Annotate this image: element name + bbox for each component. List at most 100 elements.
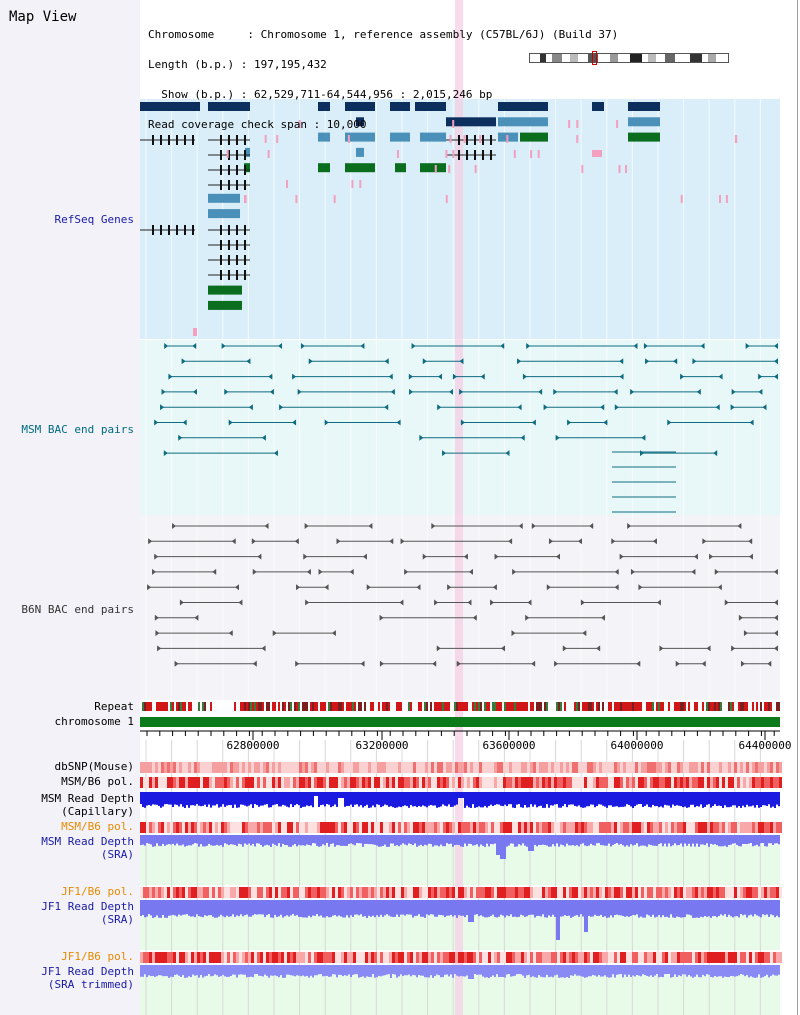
jf1-b6-pol2-heat-cell [182, 952, 185, 963]
msm-b6-pol2-heat-cell [617, 822, 620, 833]
dbsnp-heat-cell [254, 762, 257, 773]
repeat-segment [634, 702, 636, 711]
repeat-segment [352, 702, 354, 711]
jf1-sra-depth-bar [286, 900, 288, 916]
jf1-b6-pol2-heat-cell [353, 952, 356, 963]
track-label-refseq-genes[interactable]: RefSeq Genes [54, 213, 134, 226]
jf1-sra-depth-bar [354, 900, 356, 915]
jf1-trimmed-depth-bar [280, 965, 282, 976]
repeat-segment [492, 702, 494, 711]
repeat-segment [366, 702, 368, 711]
msm-capillary-depth-bar [410, 792, 412, 805]
jf1-b6-pol2-heat-cell [752, 952, 755, 963]
msm-b6-pol2-heat-cell [386, 822, 389, 833]
msm-capillary-depth-bar [214, 792, 216, 806]
dbsnp-heat-cell [404, 762, 407, 773]
jf1-trimmed-depth-bar [558, 965, 560, 978]
pink-mark [298, 120, 301, 128]
msm-sra-depth-bar [596, 835, 598, 844]
track-label-msm-b6-pol-2[interactable]: MSM/B6 pol. [61, 820, 134, 833]
b6n-bac-pair-end [400, 538, 405, 545]
track-label-jf1-depth-sra[interactable]: JF1 Read Depth [41, 900, 134, 913]
track-label-msm-depth-cap[interactable]: MSM Read Depth [41, 792, 134, 805]
track-label-dbsnp[interactable]: dbSNP(Mouse) [54, 760, 134, 773]
track-label-repeat[interactable]: Repeat [94, 700, 134, 713]
track-label-chromosome[interactable]: chromosome 1 [54, 715, 134, 728]
b6n-bac-pair-end [512, 568, 517, 575]
repeat-segment [160, 702, 162, 711]
track-label-jf1-b6-pol-1[interactable]: JF1/B6 pol. [61, 885, 134, 898]
msm-bac-pair-end [246, 358, 251, 365]
track-label-jf1-depth-trimmed[interactable]: JF1 Read Depth [41, 965, 134, 978]
repeat-segment [304, 702, 306, 711]
msm-sra-depth-bar [772, 835, 774, 846]
track-label-jf1-b6-pol-2[interactable]: JF1/B6 pol. [61, 950, 134, 963]
repeat-segment [380, 702, 382, 711]
chromosome-ideogram[interactable] [529, 53, 729, 63]
b6n-bac-pair-end [546, 584, 551, 591]
msm-sra-depth-bar [512, 835, 514, 844]
chromosome-bar [140, 717, 780, 727]
jf1-sra-depth-bar [398, 900, 400, 917]
repeat-segment [482, 702, 484, 711]
jf1-b6-pol2-heat-cell [311, 952, 314, 963]
jf1-trimmed-depth-bar [474, 965, 476, 975]
jf1-sra-depth-bar [514, 900, 516, 917]
dbsnp-heat-cell [542, 762, 545, 773]
ideogram-position-marker[interactable] [592, 51, 597, 65]
msm-capillary-depth-bar [574, 792, 576, 806]
repeat-segment [240, 702, 242, 711]
msm-sra-depth-bar [656, 835, 658, 846]
gene-exon [168, 135, 170, 145]
msm-b6-pol2-heat-cell [446, 822, 449, 833]
gene-exon [244, 270, 246, 280]
msm-capillary-depth-bar [748, 792, 750, 807]
pink-mark [193, 328, 197, 336]
gene-block [140, 102, 200, 111]
jf1-trimmed-depth-bar [758, 965, 760, 975]
repeat-segment [742, 702, 744, 711]
pink-mark [618, 165, 621, 173]
track-label-msm-depth-sra[interactable]: MSM Read Depth [41, 835, 134, 848]
msm-capillary-depth-bar [776, 792, 778, 805]
msm-capillary-depth-bar [506, 792, 508, 807]
msm-sra-depth-bar [602, 835, 604, 846]
jf1-sra-depth-bar [622, 900, 624, 916]
msm-b6-pol-heat-cell [470, 777, 473, 788]
track-label-msm-bac[interactable]: MSM BAC end pairs [21, 423, 134, 436]
track-label-msm-b6-pol-1[interactable]: MSM/B6 pol. [61, 775, 134, 788]
jf1-trimmed-depth-bar [560, 965, 562, 978]
jf1-trimmed-depth-bar [234, 965, 236, 975]
jf1-trimmed-depth-bar [198, 965, 200, 978]
jf1-b6-pol2-heat-cell [731, 952, 734, 963]
msm-b6-pol2-heat-cell [398, 822, 401, 833]
msm-capillary-depth-bar [648, 792, 650, 807]
jf1-trimmed-depth-bar [268, 965, 270, 978]
msm-capillary-depth-bar [448, 792, 450, 805]
repeat-segment [342, 702, 344, 711]
msm-b6-pol-heat-cell [359, 777, 362, 788]
msm-capillary-depth-bar [324, 792, 326, 807]
dbsnp-heat-cell [362, 762, 365, 773]
msm-capillary-depth-bar [532, 792, 534, 807]
msm-b6-pol2-heat-cell [719, 822, 722, 833]
jf1-trimmed-depth-bar [582, 965, 584, 977]
jf1-b6-pol-heat-cell [575, 887, 578, 898]
msm-capillary-depth-bar [226, 792, 228, 806]
msm-bac-pair-end [731, 388, 736, 395]
dbsnp-heat-cell [659, 762, 662, 773]
repeat-segment [488, 702, 490, 711]
repeat-segment [480, 702, 482, 711]
msm-capillary-depth-bar [546, 792, 548, 805]
msm-sra-depth-bar [746, 835, 748, 845]
track-label-b6n-bac[interactable]: B6N BAC end pairs [21, 603, 134, 616]
dbsnp-heat-cell [464, 762, 467, 773]
gene-exon [176, 135, 178, 145]
msm-b6-pol2-heat-cell [200, 822, 203, 833]
jf1-b6-pol2-heat-cell [266, 952, 269, 963]
dbsnp-heat-cell [734, 762, 737, 773]
gene-exon [244, 240, 246, 250]
jf1-trimmed-depth-bar [602, 965, 604, 977]
repeat-segment [596, 702, 598, 711]
